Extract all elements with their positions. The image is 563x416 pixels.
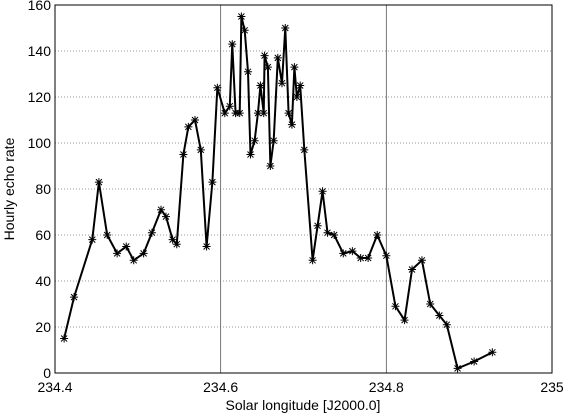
data-point xyxy=(323,228,332,237)
y-tick-label: 140 xyxy=(28,43,52,59)
data-point xyxy=(190,116,199,124)
data-point xyxy=(391,302,400,311)
data-point xyxy=(356,254,365,262)
data-point xyxy=(373,231,382,239)
y-tick-label: 80 xyxy=(35,181,51,197)
data-point xyxy=(300,145,309,154)
data-point xyxy=(70,293,79,302)
data-point xyxy=(281,24,290,32)
data-point xyxy=(113,249,122,258)
data-point xyxy=(161,212,170,221)
data-point xyxy=(287,120,296,129)
data-point xyxy=(339,249,348,258)
data-point xyxy=(250,136,259,145)
data-point xyxy=(253,109,262,118)
data-point xyxy=(231,109,240,118)
data-point xyxy=(426,300,435,308)
y-tick-label: 60 xyxy=(35,227,51,243)
data-point xyxy=(470,357,479,366)
data-point xyxy=(237,12,246,21)
data-point xyxy=(290,63,299,72)
data-point xyxy=(313,221,322,230)
data-point xyxy=(225,102,234,111)
y-tick-label: 40 xyxy=(35,273,51,289)
data-point xyxy=(318,187,327,196)
y-tick-label: 100 xyxy=(28,135,52,151)
data-point xyxy=(263,63,272,72)
data-point xyxy=(259,109,268,118)
data-point xyxy=(488,348,497,357)
y-tick-label: 160 xyxy=(28,0,52,13)
data-point xyxy=(179,150,188,159)
x-tick-label: 234.4 xyxy=(37,379,72,395)
data-point xyxy=(382,251,391,260)
x-tick-label: 235 xyxy=(540,379,563,395)
data-point xyxy=(364,254,373,262)
x-axis-label: Solar longitude [J2000.0] xyxy=(226,397,381,413)
data-point xyxy=(244,67,253,76)
y-tick-label: 0 xyxy=(43,365,51,381)
data-point xyxy=(296,81,305,90)
data-point xyxy=(168,235,177,244)
data-point xyxy=(417,256,426,265)
data-point xyxy=(129,256,138,265)
data-point xyxy=(235,109,244,118)
data-point xyxy=(94,178,103,187)
data-point xyxy=(240,26,249,35)
data-point xyxy=(147,228,156,237)
data-point xyxy=(266,162,275,170)
data-point xyxy=(260,51,269,60)
data-point xyxy=(256,81,265,90)
data-point xyxy=(435,311,444,320)
data-point xyxy=(292,93,301,101)
data-point xyxy=(228,40,237,49)
data-point xyxy=(202,242,211,251)
data-point xyxy=(246,150,255,159)
data-point xyxy=(400,316,409,325)
data-point xyxy=(442,320,451,329)
data-point xyxy=(220,109,229,118)
y-axis-label: Hourly echo rate xyxy=(1,137,17,240)
data-point xyxy=(277,79,286,88)
data-point xyxy=(213,83,222,92)
y-tick-label: 120 xyxy=(28,89,52,105)
data-point xyxy=(453,364,462,373)
data-point xyxy=(273,53,282,62)
data-point xyxy=(139,249,148,258)
data-point xyxy=(122,242,131,251)
data-point xyxy=(208,178,217,187)
data-point xyxy=(269,136,278,145)
data-point xyxy=(196,145,205,154)
data-point xyxy=(184,122,193,131)
data-point xyxy=(284,109,293,118)
data-point xyxy=(330,231,339,239)
x-tick-label: 234.6 xyxy=(203,379,238,395)
data-point xyxy=(60,334,69,343)
data-point xyxy=(348,247,357,256)
data-point xyxy=(103,231,112,239)
data-point xyxy=(308,256,317,265)
data-point xyxy=(408,265,417,274)
plot-frame xyxy=(54,4,553,374)
data-point xyxy=(157,205,166,214)
x-tick-label: 234.8 xyxy=(369,379,404,395)
data-line xyxy=(63,16,493,370)
data-point xyxy=(172,240,181,249)
data-point xyxy=(88,235,97,244)
y-tick-label: 20 xyxy=(35,319,51,335)
